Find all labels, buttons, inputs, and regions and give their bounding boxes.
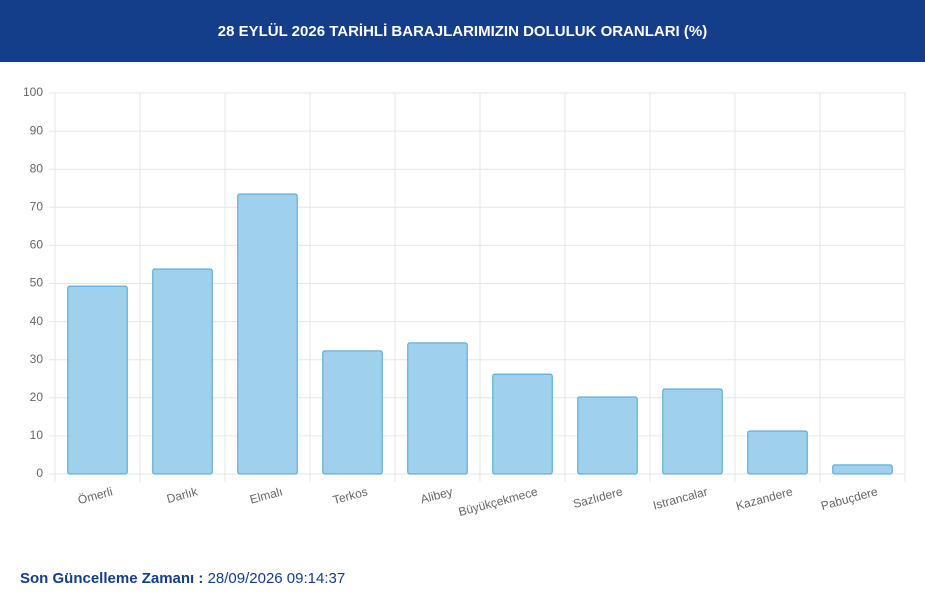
y-tick-label: 70 xyxy=(30,199,44,213)
bar xyxy=(407,342,468,475)
bar xyxy=(577,396,638,475)
y-tick-label: 30 xyxy=(30,352,44,366)
x-tick-label: Terkos xyxy=(331,484,369,507)
x-tick-label: Darlık xyxy=(165,484,200,506)
x-tick-label: Büyükçekmece xyxy=(457,484,540,519)
bar xyxy=(832,464,893,475)
bar xyxy=(747,430,808,475)
bar xyxy=(152,268,213,475)
y-tick-label: 80 xyxy=(30,161,44,175)
x-tick-label: Pabuçdere xyxy=(819,484,879,513)
x-tick-label: Elmalı xyxy=(248,484,284,506)
y-tick-label: 10 xyxy=(30,428,44,442)
footer: Son Güncelleme Zamanı : 28/09/2026 09:14… xyxy=(20,570,345,587)
y-tick-label: 20 xyxy=(30,390,44,404)
x-tick-label: Istrancalar xyxy=(651,484,709,512)
footer-label: Son Güncelleme Zamanı : xyxy=(20,570,204,587)
x-tick-label: Alibey xyxy=(419,484,454,506)
bar xyxy=(322,350,383,475)
title: 28 EYLÜL 2026 TARİHLİ BARAJLARIMIZIN DOL… xyxy=(217,22,708,40)
y-tick-label: 50 xyxy=(30,276,44,290)
bar xyxy=(492,373,553,475)
bar xyxy=(662,388,723,475)
bar xyxy=(237,193,298,475)
y-tick-label: 40 xyxy=(30,314,44,328)
x-tick-label: Sazlıdere xyxy=(571,484,624,511)
y-tick-label: 0 xyxy=(36,466,43,480)
y-tick-label: 90 xyxy=(30,123,44,137)
y-tick-label: 100 xyxy=(23,85,43,99)
footer-value: 28/09/2026 09:14:37 xyxy=(207,570,346,587)
x-tick-label: Kazandere xyxy=(734,484,794,513)
x-tick-label: Ömerli xyxy=(76,484,114,507)
header: 28 EYLÜL 2026 TARİHLİ BARAJLARIMIZIN DOL… xyxy=(0,0,925,62)
chart: 0 10 20 30 40 50 60 70 80 90 100 Ömerli Darlık Elmalı… xyxy=(23,85,906,519)
y-tick-label: 60 xyxy=(30,238,44,252)
bar xyxy=(67,285,128,475)
